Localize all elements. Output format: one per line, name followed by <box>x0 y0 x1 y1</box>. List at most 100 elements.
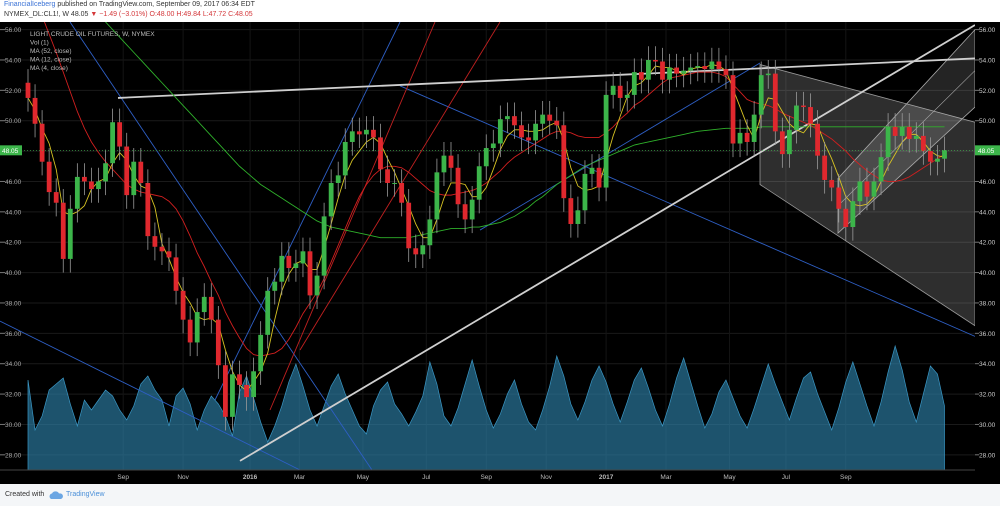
candle-up <box>681 70 687 74</box>
candle-up <box>434 172 440 220</box>
candle-up <box>751 114 757 142</box>
candle-down <box>928 151 933 162</box>
blue-ascending-line <box>214 22 401 401</box>
candle-up <box>709 61 715 70</box>
candle-up <box>258 334 264 372</box>
candle-up <box>871 181 877 197</box>
author-link[interactable]: FinancialIceberg <box>4 1 56 8</box>
candle-down <box>60 202 66 259</box>
candle-down <box>244 384 249 398</box>
candle-up <box>540 114 546 124</box>
left-tick-label: 30.00 <box>5 422 22 429</box>
price-tick-label: 56.00 <box>979 27 996 34</box>
right-price-tag-label: 48.05 <box>978 148 995 155</box>
chart-legend: LIGHT CRUDE OIL FUTURES, W, NYMEX Vol (1)… <box>30 31 155 72</box>
candle-down <box>223 365 228 417</box>
price-tick-label: 52.00 <box>979 88 996 95</box>
price-tick-label: 30.00 <box>979 422 996 429</box>
candle-up <box>667 67 672 80</box>
left-price-tag <box>0 145 22 156</box>
left-tick-label: 32.00 <box>5 392 22 399</box>
time-tick-label: May <box>723 474 736 481</box>
candle-up <box>575 210 581 224</box>
candle-down <box>208 296 214 320</box>
left-tick-label: 54.00 <box>5 57 22 64</box>
blue-long-descending-line <box>399 85 976 337</box>
legend-entry: MA (12, close) <box>30 57 72 64</box>
candle-up <box>483 148 489 167</box>
ma12-line <box>43 22 945 357</box>
candle-down <box>159 246 165 252</box>
candle-down <box>660 61 665 80</box>
left-tick-label: 36.00 <box>5 331 22 338</box>
candle-down <box>32 97 38 124</box>
price-axis[interactable] <box>975 22 1000 470</box>
candle-down <box>138 161 144 183</box>
price-tick-label: 40.00 <box>979 270 996 277</box>
candle-down <box>547 114 553 121</box>
volume-area <box>27 344 945 471</box>
candle-up <box>533 123 538 141</box>
candle-down <box>653 59 658 62</box>
time-tick-label: 2017 <box>599 474 614 481</box>
candle-up <box>469 199 475 220</box>
candle-down <box>399 182 405 203</box>
left-price-tag-label: 48.05 <box>2 148 19 155</box>
candle-up <box>201 296 207 313</box>
candle-up <box>272 281 278 291</box>
candle-up <box>610 85 616 95</box>
candle-up <box>427 219 433 246</box>
candle-up <box>279 255 285 282</box>
candle-up <box>476 166 482 200</box>
blue-descending-line-1 <box>69 22 373 471</box>
candle-up <box>96 181 101 190</box>
candle-up <box>603 94 609 188</box>
candle-up <box>314 275 320 296</box>
candle-up <box>582 173 588 211</box>
candle-up <box>293 263 299 269</box>
candle-down <box>772 73 778 132</box>
moving-averages <box>27 22 945 392</box>
candle-down <box>356 131 362 135</box>
candle-up <box>794 105 799 130</box>
price-tick-label: 54.00 <box>979 57 996 64</box>
candle-up <box>737 132 743 144</box>
candle-up <box>67 208 73 259</box>
candle-up <box>497 119 503 144</box>
candle-down <box>674 67 679 74</box>
candle-up <box>942 150 947 159</box>
candle-up <box>300 251 306 264</box>
candle-down <box>702 66 708 70</box>
left-tick-label: 56.00 <box>5 27 22 34</box>
candle-down <box>801 105 806 108</box>
candle-up <box>265 290 271 335</box>
candle-down <box>307 251 313 296</box>
candle-up <box>230 374 235 417</box>
symbol-line: NYMEX_DL:CL1!, W 48.05 ▼ −1.49 (−3.01%) … <box>4 11 253 18</box>
candle-down <box>561 125 567 199</box>
candle-down <box>892 126 898 136</box>
candle-up <box>342 141 348 176</box>
price-chart[interactable]: 56.00 56.00 54.00 54.00 52.00 52.00 50.00 50.00… <box>0 22 1000 484</box>
symbol-name[interactable]: NYMEX_DL:CL1!, W <box>4 11 69 18</box>
ma4-line <box>27 64 945 392</box>
candle-up <box>420 245 426 255</box>
left-tick-label: 42.00 <box>5 240 22 247</box>
candle-down <box>526 137 531 141</box>
price-tick-label: 34.00 <box>979 361 996 368</box>
candle-down <box>25 82 31 98</box>
footer-brand-link[interactable]: TradingView <box>66 491 105 498</box>
time-tick-label: Jul <box>422 474 431 481</box>
candle-down <box>864 181 870 197</box>
tradingview-cloud-icon <box>49 491 63 499</box>
blue-descending-line-2 <box>0 320 301 471</box>
candle-up <box>392 182 397 184</box>
candle-down <box>716 61 722 70</box>
candle-up <box>490 143 496 149</box>
legend-entry: LIGHT CRUDE OIL FUTURES, W, NYMEX <box>30 31 155 38</box>
time-axis[interactable]: Sep Nov 2016 Mar May Jul Sep Nov 2017 Mar May Jul Se… <box>0 469 975 481</box>
support-trendline <box>239 24 976 462</box>
candle-up <box>131 161 137 196</box>
time-tick-label: Mar <box>294 474 306 481</box>
time-tick-label: Sep <box>480 474 492 481</box>
